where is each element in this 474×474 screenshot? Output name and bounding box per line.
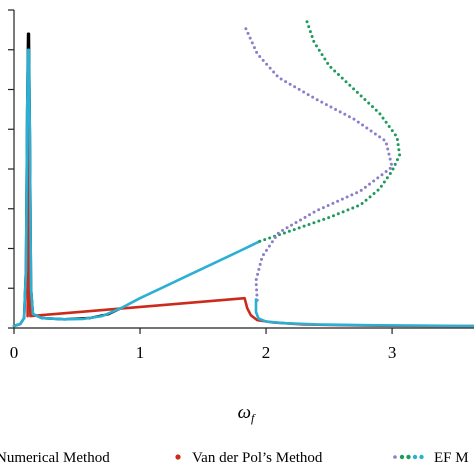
plot-series — [12, 18, 474, 328]
legend-label-1: Van der Pol’s Method — [192, 450, 323, 466]
legend-marker-2a — [393, 455, 397, 459]
x-tick-label: 0 — [10, 343, 19, 362]
legend-marker-2-dot — [412, 454, 418, 460]
series-line-4 — [243, 24, 394, 302]
legend-marker-1 — [175, 454, 181, 460]
legend-label-0: Numerical Method — [0, 450, 110, 466]
legend: Numerical Method Van der Pol’s Method EF M — [0, 450, 469, 466]
x-tick-label: 3 — [388, 343, 397, 362]
legend-marker-2-dot — [399, 454, 405, 460]
axes — [8, 9, 474, 334]
x-tick-labels: 0 1 2 3 — [10, 343, 397, 362]
legend-label-2: EF M — [434, 450, 469, 466]
series-line-1 — [26, 108, 474, 328]
series-line-5 — [254, 298, 474, 328]
series-line-2 — [12, 48, 262, 328]
legend-marker-2-dot — [406, 454, 411, 460]
series-line-3 — [258, 18, 402, 243]
x-tick-label: 1 — [136, 343, 145, 362]
x-axis-title-sub: f — [251, 411, 256, 425]
legend-marker-2-dot — [419, 454, 424, 460]
x-axis-title-main: ω — [238, 402, 251, 423]
x-tick-label: 2 — [262, 343, 271, 362]
x-axis-title: ωf — [238, 402, 256, 425]
